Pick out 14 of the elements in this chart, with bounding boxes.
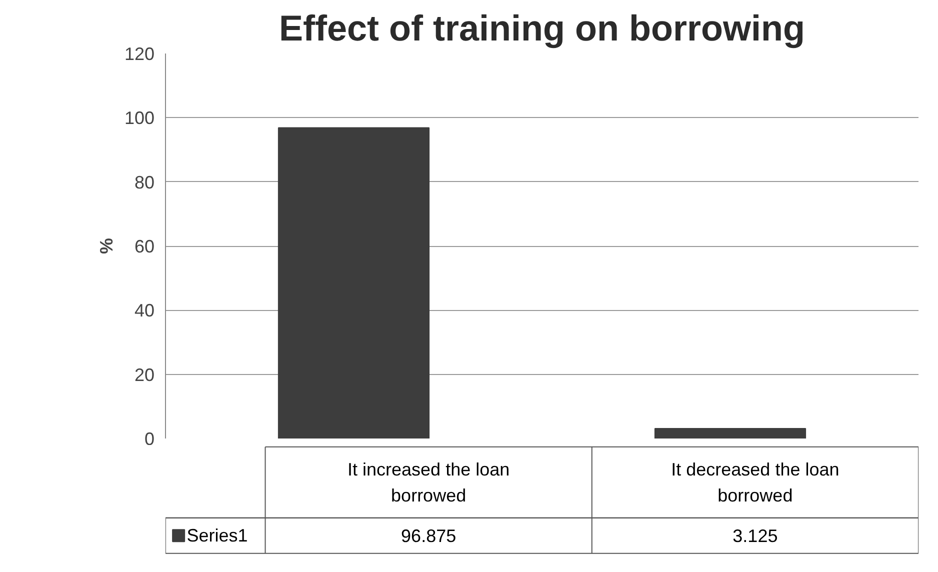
x-tick-label: It increased the loan borrowed bbox=[348, 459, 510, 506]
chart-title: Effect of training on borrowing bbox=[279, 8, 805, 48]
x-tick-label: It decreased the loan borrowed bbox=[671, 459, 840, 506]
y-tick-label: 120 bbox=[124, 44, 155, 64]
y-axis-title: % bbox=[96, 238, 116, 254]
y-tick-label: 100 bbox=[124, 108, 155, 128]
y-tick-label: 40 bbox=[134, 300, 155, 321]
data-label: 96.875 bbox=[401, 526, 456, 546]
y-tick-label: 20 bbox=[134, 364, 155, 385]
data-label: 3.125 bbox=[732, 526, 778, 546]
y-tick-label: 80 bbox=[134, 172, 155, 192]
y-tick-label: 0 bbox=[144, 429, 155, 449]
y-tick-label: 60 bbox=[134, 236, 155, 256]
legend-label: Series1 bbox=[186, 526, 248, 546]
